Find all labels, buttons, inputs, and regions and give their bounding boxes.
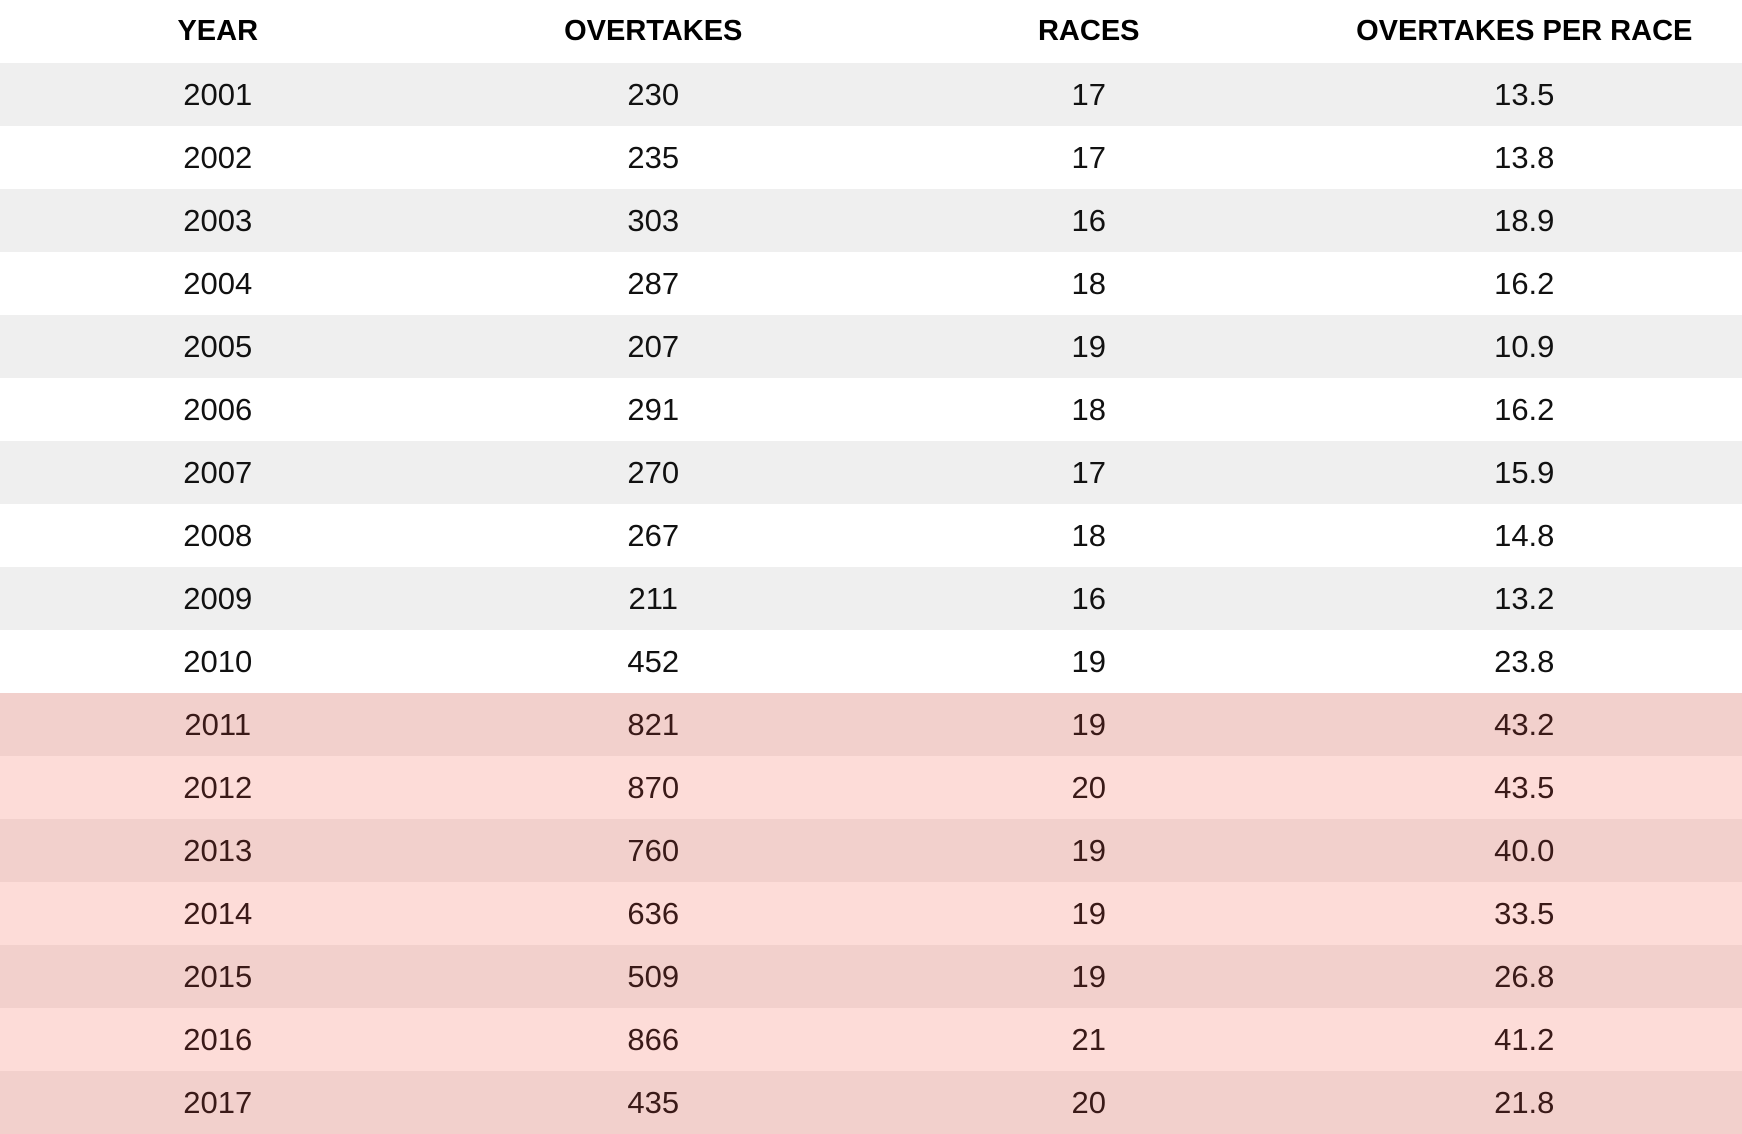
cell-year: 2005 [0,315,436,378]
cell-overtakes-per-race: 18.9 [1307,189,1742,252]
cell-overtakes: 435 [436,1071,872,1134]
cell-year: 2001 [0,63,436,126]
cell-overtakes-per-race: 33.5 [1307,882,1742,945]
cell-overtakes: 230 [436,63,872,126]
cell-races: 20 [871,1071,1307,1134]
cell-year: 2010 [0,630,436,693]
cell-overtakes-per-race: 14.8 [1307,504,1742,567]
cell-races: 19 [871,945,1307,1008]
cell-races: 19 [871,882,1307,945]
cell-year: 2014 [0,882,436,945]
cell-overtakes: 287 [436,252,872,315]
cell-races: 18 [871,504,1307,567]
cell-overtakes: 235 [436,126,872,189]
cell-races: 17 [871,441,1307,504]
cell-races: 19 [871,315,1307,378]
header-overtakes: OVERTAKES [436,0,872,63]
cell-races: 17 [871,63,1307,126]
cell-races: 16 [871,567,1307,630]
cell-races: 18 [871,252,1307,315]
cell-overtakes-per-race: 40.0 [1307,819,1742,882]
cell-races: 18 [871,378,1307,441]
cell-overtakes: 452 [436,630,872,693]
cell-overtakes: 207 [436,315,872,378]
cell-overtakes-per-race: 13.8 [1307,126,1742,189]
cell-overtakes: 636 [436,882,872,945]
cell-overtakes: 870 [436,756,872,819]
cell-overtakes-per-race: 16.2 [1307,378,1742,441]
cell-overtakes: 509 [436,945,872,1008]
cell-overtakes: 866 [436,1008,872,1071]
cell-overtakes-per-race: 13.2 [1307,567,1742,630]
cell-races: 19 [871,630,1307,693]
cell-races: 19 [871,693,1307,756]
cell-overtakes-per-race: 13.5 [1307,63,1742,126]
cell-overtakes: 211 [436,567,872,630]
cell-races: 20 [871,756,1307,819]
cell-overtakes-per-race: 16.2 [1307,252,1742,315]
cell-overtakes: 303 [436,189,872,252]
cell-overtakes: 291 [436,378,872,441]
cell-year: 2016 [0,1008,436,1071]
cell-year: 2006 [0,378,436,441]
cell-overtakes-per-race: 41.2 [1307,1008,1742,1071]
cell-overtakes: 821 [436,693,872,756]
cell-year: 2004 [0,252,436,315]
cell-overtakes-per-race: 43.5 [1307,756,1742,819]
header-races: RACES [871,0,1307,63]
cell-year: 2002 [0,126,436,189]
cell-overtakes: 267 [436,504,872,567]
cell-year: 2009 [0,567,436,630]
cell-overtakes-per-race: 43.2 [1307,693,1742,756]
cell-races: 21 [871,1008,1307,1071]
cell-overtakes-per-race: 23.8 [1307,630,1742,693]
header-overtakes-per-race: OVERTAKES PER RACE [1307,0,1742,63]
header-row: YEAR OVERTAKES RACES OVERTAKES PER RACE [0,0,1742,63]
cell-year: 2007 [0,441,436,504]
cell-year: 2012 [0,756,436,819]
cell-overtakes-per-race: 26.8 [1307,945,1742,1008]
cell-races: 16 [871,189,1307,252]
cell-year: 2017 [0,1071,436,1134]
cell-overtakes: 270 [436,441,872,504]
cell-year: 2008 [0,504,436,567]
cell-year: 2011 [0,693,436,756]
cell-overtakes-per-race: 21.8 [1307,1071,1742,1134]
header-year: YEAR [0,0,436,63]
cell-overtakes: 760 [436,819,872,882]
cell-year: 2015 [0,945,436,1008]
cell-year: 2013 [0,819,436,882]
cell-races: 19 [871,819,1307,882]
cell-overtakes-per-race: 15.9 [1307,441,1742,504]
cell-year: 2003 [0,189,436,252]
cell-races: 17 [871,126,1307,189]
cell-overtakes-per-race: 10.9 [1307,315,1742,378]
